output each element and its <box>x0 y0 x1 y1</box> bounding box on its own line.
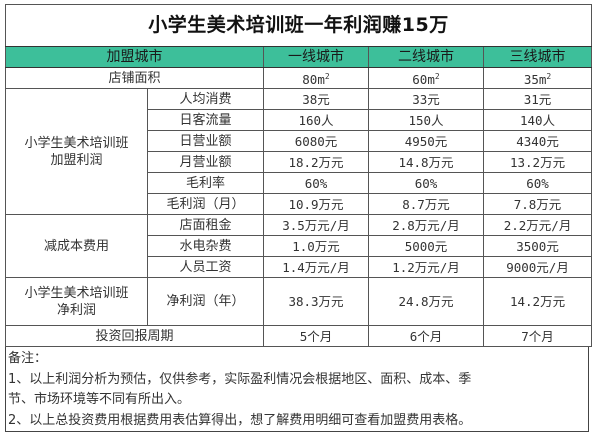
row-label: 水电杂费 <box>147 235 264 257</box>
cell-value: 150人 <box>368 109 484 131</box>
row-label: 净利润（年） <box>147 277 264 326</box>
profit-table: 小学生美术培训班一年利润赚15万 加盟城市 一线城市 二线城市 三线城市 店铺面… <box>4 4 593 347</box>
row-label: 日营业额 <box>147 130 264 152</box>
row-label: 人均消费 <box>147 88 264 110</box>
row-label: 投资回报周期 <box>5 325 264 347</box>
group-label-line2: 加盟利润 <box>50 152 103 168</box>
cell-value: 1.0万元 <box>263 235 369 257</box>
table-row-net-profit: 小学生美术培训班 净利润 净利润（年） 38.3万元 24.8万元 14.2万元 <box>5 277 593 326</box>
cell-value: 160人 <box>263 109 369 131</box>
header-tier1-city: 一线城市 <box>263 46 369 68</box>
cell-value: 3.5万元/月 <box>263 214 369 236</box>
header-tier2-city: 二线城市 <box>368 46 484 68</box>
cell-value: 8.7万元 <box>368 193 484 215</box>
cell-value: 140人 <box>482 109 593 131</box>
cell-value: 1.4万元/月 <box>263 256 369 278</box>
table-row: 人员工资 1.4万元/月 1.2万元/月 9000元/月 <box>6 256 593 278</box>
cell-value: 10.9万元 <box>263 193 369 215</box>
profit-table-sheet: 小学生美术培训班一年利润赚15万 加盟城市 一线城市 二线城市 三线城市 店铺面… <box>4 4 593 432</box>
cell-value: 14.2万元 <box>482 277 593 326</box>
cell-value: 60% <box>482 172 593 194</box>
cell-value: 6080元 <box>263 130 369 152</box>
table-title: 小学生美术培训班一年利润赚15万 <box>4 4 593 47</box>
row-label: 日客流量 <box>147 109 264 131</box>
cell-value: 5000元 <box>368 235 484 257</box>
notes-line: 节、市场环境等不同有所出入。 <box>8 392 191 407</box>
notes-heading: 备注： <box>8 351 48 366</box>
header-franchise-city: 加盟城市 <box>5 46 264 68</box>
group-net-profit: 小学生美术培训班 净利润 <box>5 277 148 326</box>
cell-value: 6个月 <box>368 325 484 347</box>
row-label: 月营业额 <box>147 151 264 173</box>
table-row: 月营业额 18.2万元 14.8万元 13.2万元 <box>6 151 593 173</box>
table-row-payback: 投资回报周期 5个月 6个月 7个月 <box>5 325 593 347</box>
group-label-line1: 小学生美术培训班 <box>24 135 129 151</box>
notes-line: 2、以上总投资费用根据费用表估算得出，想了解费用明细可查看加盟费用表格。 <box>8 412 472 428</box>
group-franchise-profit: 小学生美术培训班 加盟利润 <box>5 88 148 215</box>
row-label: 人员工资 <box>147 256 264 278</box>
cell-value: 13.2万元 <box>482 151 593 173</box>
cell-value: 7.8万元 <box>482 193 593 215</box>
cell-value: 5个月 <box>263 325 369 347</box>
cell-value: 18.2万元 <box>263 151 369 173</box>
cell-value: 31元 <box>482 88 593 110</box>
cell-value: 7个月 <box>482 325 593 347</box>
cell-value: 60% <box>368 172 484 194</box>
cell-value: 24.8万元 <box>368 277 484 326</box>
cell-value: 9000元/月 <box>482 256 593 278</box>
row-label: 店铺面积 <box>5 67 264 89</box>
cell-value: 4340元 <box>482 130 593 152</box>
table-row: 毛利率 60% 60% 60% <box>6 172 593 194</box>
cell-value: 60m2 <box>368 67 484 89</box>
cell-value: 38.3万元 <box>263 277 369 326</box>
cell-value: 14.8万元 <box>368 151 484 173</box>
row-label: 毛利润（月） <box>147 193 264 215</box>
cell-value: 1.2万元/月 <box>368 256 484 278</box>
row-label: 店面租金 <box>147 214 264 236</box>
group-label-line2: 净利润 <box>56 302 96 318</box>
cell-value: 2.2万元/月 <box>482 214 593 236</box>
table-row: 毛利润（月） 10.9万元 8.7万元 7.8万元 <box>6 193 593 215</box>
header-row: 加盟城市 一线城市 二线城市 三线城市 <box>5 46 593 68</box>
notes-line: 1、以上利润分析为预估，仅供参考，实际盈利情况会根据地区、面积、成本、季 <box>8 371 472 387</box>
cell-value: 3500元 <box>482 235 593 257</box>
header-tier3-city: 三线城市 <box>482 46 593 68</box>
cell-value: 35m2 <box>482 67 593 89</box>
cell-value: 33元 <box>368 88 484 110</box>
table-row: 小学生美术培训班 加盟利润 人均消费 38元 33元 31元 <box>5 88 593 215</box>
table-row: 水电杂费 1.0万元 5000元 3500元 <box>6 235 593 257</box>
table-row: 减成本费用 店面租金 3.5万元/月 2.8万元/月 2.2万元/月 <box>5 214 593 278</box>
cell-value: 38元 <box>263 88 369 110</box>
notes-box: 备注： 1、以上利润分析为预估，仅供参考，实际盈利情况会根据地区、面积、成本、季… <box>5 347 589 432</box>
group-cost-deduction: 减成本费用 <box>5 214 148 278</box>
cell-value: 2.8万元/月 <box>368 214 484 236</box>
cell-value: 4950元 <box>368 130 484 152</box>
group-label-line1: 小学生美术培训班 <box>24 285 129 301</box>
row-label: 毛利率 <box>147 172 264 194</box>
table-row-store-area: 店铺面积 80m2 60m2 35m2 <box>5 67 593 89</box>
cell-value: 60% <box>263 172 369 194</box>
cell-value: 80m2 <box>263 67 369 89</box>
